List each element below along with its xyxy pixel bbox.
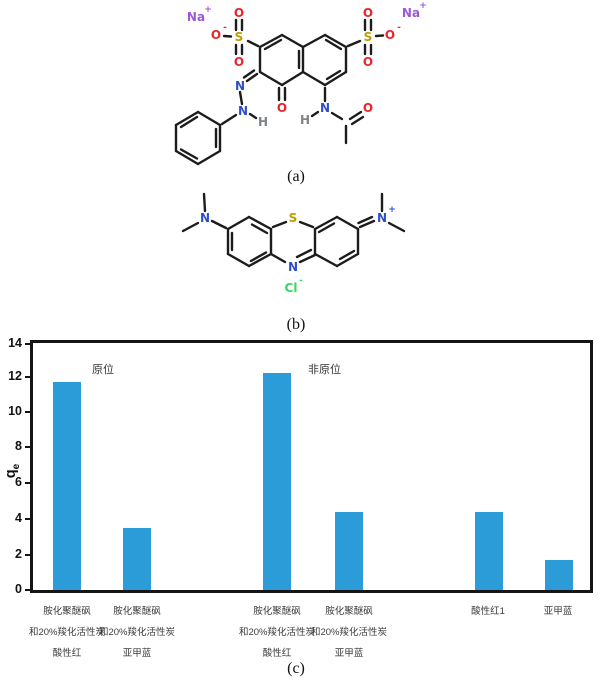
chloride-label: Cl — [285, 281, 298, 295]
oxygen-label: O — [363, 6, 373, 20]
sodium-label: Na — [402, 6, 420, 20]
y-tick-label: 8 — [15, 439, 22, 453]
x-label-line: 亚甲蓝 — [334, 648, 364, 659]
oxygen-label: O — [363, 55, 373, 69]
nitrogen-label: N — [235, 79, 245, 93]
sulfonate-left-bonds — [222, 18, 260, 56]
y-tick-mark — [25, 376, 30, 378]
x-label-line: 酸性红 — [52, 648, 82, 659]
y-tick-label: 0 — [15, 582, 22, 596]
right-benzo-ring-bonds — [313, 215, 360, 268]
charge-minus: - — [397, 23, 401, 33]
x-label-line: 和20%羧化活性炭 — [28, 627, 105, 638]
y-tick-mark — [25, 589, 30, 591]
charge-plus: + — [388, 205, 396, 215]
y-axis-title-sub: e — [10, 463, 22, 470]
annotation-in-situ: 原位 — [92, 364, 114, 376]
sulfur-label: S — [289, 211, 298, 225]
x-label-line: 和20%羧化活性炭 — [98, 627, 175, 638]
x-category-label: 亚甲蓝 — [492, 601, 600, 622]
chart-bar — [335, 512, 363, 590]
x-label-line: 酸性红 — [262, 648, 292, 659]
hydrazone-bonds — [220, 69, 259, 126]
x-label-line: 胺化聚醚砜 — [113, 606, 161, 617]
x-category-label: 胺化聚醚砜 和20%羧化活性炭 亚甲蓝 — [283, 601, 415, 664]
naphthalene-bonds — [258, 33, 348, 87]
x-label-line: 酸性红1 — [471, 606, 505, 617]
molecule-a-acid-red-structure: Na + Na + S O O O - S O O O - N N H O N … — [174, 1, 427, 166]
y-tick-label: 14 — [8, 336, 22, 350]
oxygen-label: O — [234, 55, 244, 69]
oxygen-label: O — [211, 28, 221, 42]
y-tick-mark — [25, 411, 30, 413]
annotation-ex-situ: 非原位 — [308, 364, 341, 376]
oxygen-label: O — [385, 28, 395, 42]
y-tick-mark — [25, 482, 30, 484]
nitrogen-label: N — [238, 104, 248, 118]
oxygen-label: O — [277, 101, 287, 115]
x-label-line: 胺化聚醚砜 — [325, 606, 373, 617]
x-label-line: 胺化聚醚砜 — [43, 606, 91, 617]
nitrogen-label: N — [200, 211, 210, 225]
chart-bar — [53, 381, 81, 590]
iminium-right-bonds — [357, 192, 406, 233]
y-tick-label: 2 — [15, 547, 22, 561]
x-category-label: 胺化聚醚砜 和20%羧化活性炭 亚甲蓝 — [71, 601, 203, 664]
oxygen-label: O — [363, 101, 373, 115]
charge-plus: + — [204, 5, 212, 15]
dimethylamino-left-bonds — [181, 192, 228, 233]
chart-bar — [123, 528, 151, 590]
panel-b-caption: (b) — [286, 316, 306, 333]
x-category-label: 酸性红1 — [422, 601, 554, 622]
molecule-b-methylene-blue-structure: S N N N + Cl - — [181, 192, 406, 295]
y-tick-label: 12 — [8, 369, 22, 383]
y-tick-mark — [25, 446, 30, 448]
y-tick-label: 4 — [15, 511, 22, 525]
sulfonate-right-bonds — [346, 18, 385, 56]
left-benzo-ring-bonds — [226, 215, 273, 268]
phenyl-ring-bonds — [174, 110, 222, 166]
y-tick-label: 6 — [15, 475, 22, 489]
x-label-line: 和20%羧化活性炭 — [238, 627, 315, 638]
oxygen-label: O — [234, 6, 244, 20]
sulfur-label: S — [364, 30, 373, 44]
charge-minus: - — [223, 23, 227, 33]
x-category-label: 胺化聚醚砜 和20%羧化活性炭 酸性红 — [211, 601, 343, 664]
x-label-line: 亚甲蓝 — [543, 606, 573, 617]
y-tick-mark — [25, 554, 30, 556]
x-label-line: 胺化聚醚砜 — [253, 606, 301, 617]
nitrogen-label: N — [320, 101, 330, 115]
panel-c-caption: (c) — [287, 660, 305, 677]
nitrogen-label: N — [377, 211, 387, 225]
y-tick-mark — [25, 343, 30, 345]
x-label-line: 亚甲蓝 — [122, 648, 152, 659]
y-tick-mark — [25, 518, 30, 520]
plot-area — [30, 340, 593, 593]
x-label-line: 和20%羧化活性炭 — [310, 627, 387, 638]
nitrogen-label: N — [288, 260, 298, 274]
charge-minus: - — [299, 276, 303, 286]
ketone-bonds — [277, 86, 287, 102]
central-ring-bonds — [269, 220, 317, 264]
sulfur-label: S — [235, 30, 244, 44]
chart-bar — [545, 560, 573, 590]
sodium-label: Na — [187, 10, 205, 24]
y-tick-label: 10 — [8, 404, 22, 418]
charge-plus: + — [419, 1, 427, 11]
hydrogen-label: H — [258, 115, 268, 129]
panel-a-caption: (a) — [287, 168, 305, 185]
chart-bar — [475, 512, 503, 590]
x-category-label: 胺化聚醚砜 和20%羧化活性炭 酸性红 — [1, 601, 133, 664]
acetamido-bonds — [310, 86, 365, 145]
chart-bar — [263, 373, 291, 590]
hydrogen-label: H — [300, 113, 310, 127]
